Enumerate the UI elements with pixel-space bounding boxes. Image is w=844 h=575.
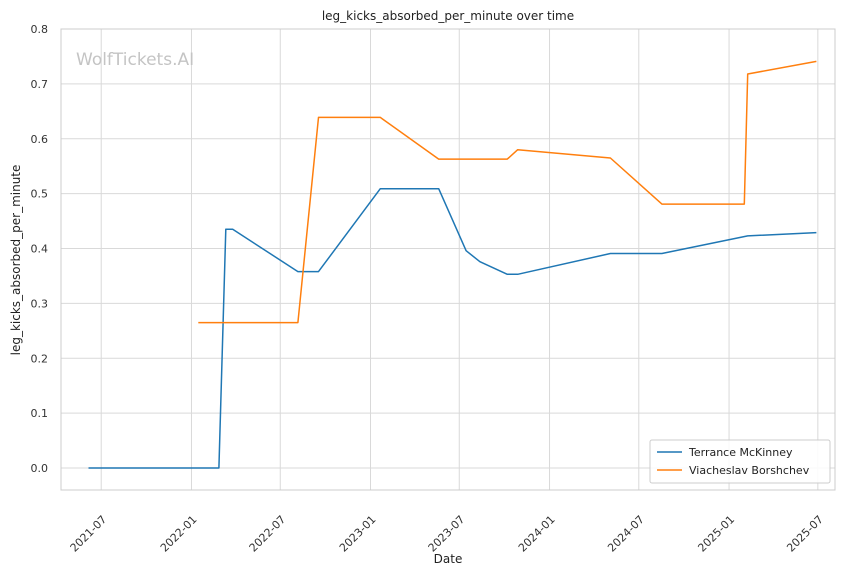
y-tick-label: 0.5 xyxy=(31,188,49,201)
x-tick-label: 2025-07 xyxy=(784,513,826,555)
x-tick-label: 2021-07 xyxy=(68,513,110,555)
y-tick-label: 0.1 xyxy=(31,407,49,420)
y-tick-label: 0.8 xyxy=(31,23,49,36)
x-tick-label: 2023-01 xyxy=(337,513,379,555)
x-tick-label: 2025-01 xyxy=(695,513,737,555)
series-line-terrance-mckinney xyxy=(88,187,817,469)
chart-title: leg_kicks_absorbed_per_minute over time xyxy=(322,9,574,23)
legend-box xyxy=(649,439,831,484)
legend-label-terrance: Terrance McKinney xyxy=(688,446,793,459)
x-tick-label: 2024-01 xyxy=(516,513,558,555)
legend: Terrance McKinney Viacheslav Borshchev xyxy=(649,439,831,484)
plot-frame xyxy=(60,28,836,491)
grid-lines xyxy=(61,28,835,490)
watermark: WolfTickets.AI xyxy=(76,50,194,70)
y-tick-label: 0.2 xyxy=(31,352,49,365)
y-tick-labels: 0.0 0.1 0.2 0.3 0.4 0.5 0.6 0.7 0.8 xyxy=(31,23,49,475)
y-tick-label: 0.7 xyxy=(31,78,49,91)
y-axis-label: leg_kicks_absorbed_per_minute xyxy=(9,165,23,356)
y-tick-label: 0.3 xyxy=(31,297,49,310)
x-tick-label: 2024-07 xyxy=(605,513,647,555)
series-line-viacheslav-borshchev xyxy=(198,60,817,324)
x-tick-label: 2022-07 xyxy=(247,513,289,555)
x-tick-label: 2022-01 xyxy=(158,513,200,555)
x-tick-labels: 2021-07 2022-01 2022-07 2023-01 2023-07 2024-… xyxy=(68,513,826,555)
y-tick-label: 0.4 xyxy=(31,243,49,256)
x-axis-label: Date xyxy=(434,552,463,566)
series-lines xyxy=(88,60,817,469)
y-tick-label: 0.6 xyxy=(31,133,49,146)
legend-label-viacheslav: Viacheslav Borshchev xyxy=(689,464,810,477)
x-tick-label: 2023-07 xyxy=(426,513,468,555)
y-tick-label: 0.0 xyxy=(31,462,49,475)
